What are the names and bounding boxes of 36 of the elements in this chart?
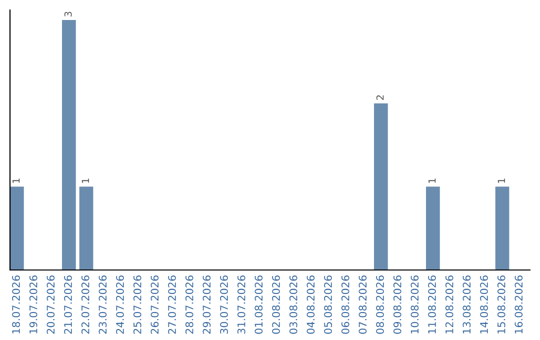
data-label: 3 [64,12,72,16]
data-label: 1 [498,178,505,183]
x-tick-label: 10.08.2026 [410,276,419,334]
x-tick-label: 23.07.2026 [98,276,107,334]
x-tick-label: 12.08.2026 [445,276,454,334]
x-tick-label: 04.08.2026 [306,276,315,334]
x-tick-label: 06.08.2026 [341,276,350,334]
x-tick-label: 01.08.2026 [254,276,263,334]
x-tick-label: 15.08.2026 [497,276,506,334]
x-tick-label: 30.07.2026 [220,276,228,334]
data-label: 1 [428,178,436,183]
x-tick-label: 27.07.2026 [168,276,176,334]
x-tick-label: 31.07.2026 [237,276,246,334]
x-tick-label: 28.07.2026 [185,276,194,334]
x-tick-label: 29.07.2026 [202,276,211,334]
x-tick-label: 03.08.2026 [289,276,298,334]
x-tick-label: 14.08.2026 [480,276,488,334]
x-tick-label: 26.07.2026 [150,276,159,334]
x-tick-label: 20.07.2026 [46,276,55,334]
x-tick-label: 24.07.2026 [116,276,124,334]
data-label: 2 [376,95,384,100]
x-tick-label: 07.08.2026 [358,276,367,334]
x-tick-label: 11.08.2026 [428,276,436,334]
x-tick-label: 02.08.2026 [272,276,280,334]
x-tick-label: 22.07.2026 [81,276,90,334]
data-label: 1 [12,178,20,183]
data-label: 1 [82,178,89,183]
x-tick-label: 16.08.2026 [514,276,523,334]
x-tick-label: 08.08.2026 [376,276,384,334]
x-tick-label: 18.07.2026 [12,276,20,334]
x-tick-label: 25.07.2026 [133,276,142,334]
x-tick-label: 19.07.2026 [29,276,38,334]
x-tick-label: 05.08.2026 [324,276,332,334]
x-tick-label: 13.08.2026 [462,276,471,334]
x-tick-label: 21.07.2026 [64,276,72,334]
x-tick-label: 09.08.2026 [393,276,402,334]
